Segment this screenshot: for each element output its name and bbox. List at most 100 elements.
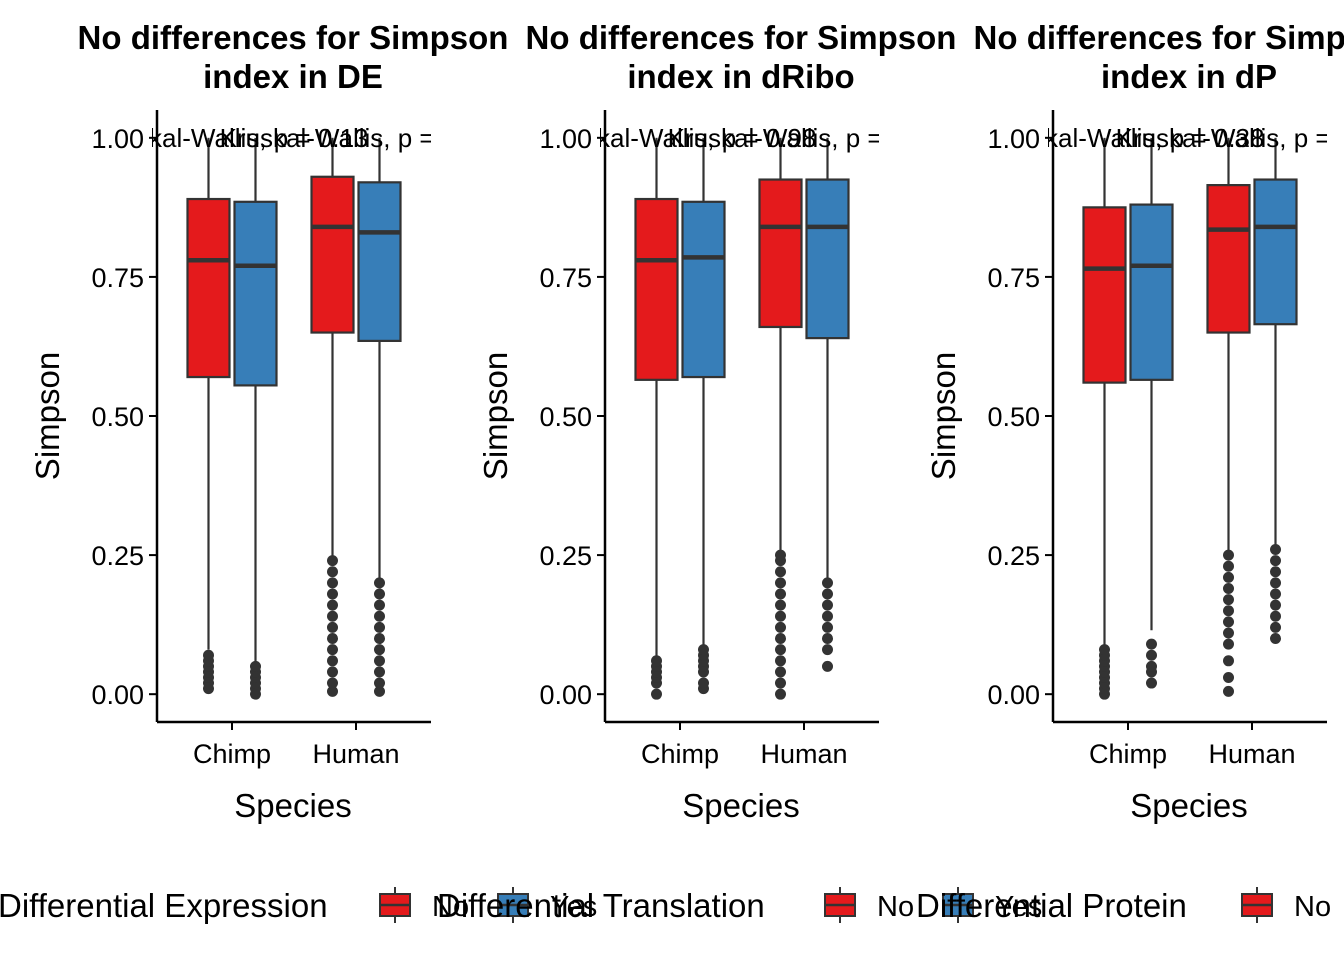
outlier-point	[1223, 655, 1234, 667]
legend-title: Differential Protein	[916, 887, 1187, 924]
box-yes-human	[805, 137, 850, 672]
outlier-point	[822, 660, 833, 672]
outlier-point	[327, 633, 338, 645]
outlier-point	[374, 644, 385, 656]
y-tick-label: 1.00	[91, 124, 144, 154]
outlier-point	[775, 644, 786, 656]
x-tick-label: Human	[312, 739, 399, 769]
box-no-chimp	[186, 137, 231, 695]
y-tick-label: 0.75	[987, 263, 1040, 293]
outlier-point	[1146, 638, 1157, 650]
outlier-point	[1223, 616, 1234, 628]
outlier-point	[775, 549, 786, 561]
outlier-point	[822, 633, 833, 645]
outlier-point	[775, 577, 786, 589]
legend-key-no	[379, 887, 411, 923]
legend-item-label: Yes	[550, 891, 597, 923]
legend-3: Differential Protein No Yes	[916, 887, 1331, 924]
outlier-point	[822, 644, 833, 656]
y-tick-label: 0.50	[91, 402, 144, 432]
box-body	[758, 178, 803, 329]
y-axis-label: Simpson	[925, 352, 962, 480]
outlier-point	[822, 599, 833, 611]
legend-item-label: No	[1294, 891, 1331, 923]
outlier-point	[1223, 560, 1234, 572]
outlier-point	[651, 655, 662, 667]
x-tick-label: Chimp	[641, 739, 719, 769]
legend-title: Differential Translation	[437, 887, 765, 924]
outlier-point	[327, 566, 338, 578]
y-tick-label: 0.25	[91, 541, 144, 571]
box-no-chimp	[1082, 137, 1127, 700]
annotation-group: Kruskal-Wallis, p = 0.38Kruskal-Wallis, …	[1048, 123, 1327, 153]
outlier-point	[775, 621, 786, 633]
y-tick-label: 1.00	[987, 124, 1040, 154]
outlier-point	[698, 644, 709, 656]
x-axis-label: Species	[682, 787, 799, 824]
box-body	[233, 200, 278, 387]
outlier-point	[1270, 621, 1281, 633]
outlier-point	[1223, 571, 1234, 583]
outlier-point	[651, 688, 662, 700]
outlier-point	[374, 633, 385, 645]
outlier-point	[203, 649, 214, 661]
y-tick-label: 0.00	[539, 680, 592, 710]
y-axis-label: Simpson	[477, 352, 514, 480]
outlier-point	[775, 566, 786, 578]
outlier-point	[374, 588, 385, 600]
outlier-point	[327, 588, 338, 600]
y-tick-label: 0.75	[539, 263, 592, 293]
box-body	[1206, 184, 1251, 334]
box-body	[634, 197, 679, 381]
panel-title-line: No differences for Simpson	[78, 19, 509, 56]
box-body	[357, 181, 402, 342]
legend-key-yes	[942, 887, 974, 923]
outlier-point	[822, 577, 833, 589]
outlier-point	[1146, 677, 1157, 689]
legend-item-label: No	[877, 891, 914, 923]
box-no-human	[758, 137, 803, 700]
panel-title-line: index in DE	[203, 58, 383, 95]
outlier-point	[327, 677, 338, 689]
outlier-point	[1223, 627, 1234, 639]
outlier-point	[1223, 594, 1234, 606]
y-tick-label: 0.75	[91, 263, 144, 293]
legend-2: Differential Translation No Yes	[437, 887, 1042, 924]
outlier-point	[698, 677, 709, 689]
box-body	[310, 175, 355, 334]
box-yes-chimp	[233, 137, 278, 700]
outlier-point	[1270, 566, 1281, 578]
y-axis-label: Simpson	[29, 352, 66, 480]
outlier-point	[775, 599, 786, 611]
outlier-point	[374, 577, 385, 589]
box-body	[805, 178, 850, 340]
stat-annotation: Kruskal-Wallis, p = 0.98	[668, 123, 941, 153]
outlier-point	[775, 677, 786, 689]
box-body	[1253, 178, 1298, 326]
outlier-point	[374, 685, 385, 697]
panel-title-line: No differences for Simpson	[974, 19, 1344, 56]
outlier-point	[374, 610, 385, 622]
outlier-point	[775, 588, 786, 600]
outlier-point	[1270, 599, 1281, 611]
outlier-point	[1270, 555, 1281, 567]
legend-title: Differential Expression	[0, 887, 328, 924]
outlier-point	[327, 577, 338, 589]
outlier-point	[822, 588, 833, 600]
panel-title-line: No differences for Simpson	[526, 19, 957, 56]
x-tick-label: Chimp	[1089, 739, 1167, 769]
outlier-point	[1099, 644, 1110, 656]
outlier-point	[1146, 660, 1157, 672]
legend-item-label: No	[432, 891, 469, 923]
outlier-point	[1270, 610, 1281, 622]
panel-title-line: index in dP	[1101, 58, 1277, 95]
outlier-point	[327, 610, 338, 622]
annotation-group: Kruskal-Wallis, p = 0.13Kruskal-Wallis, …	[152, 123, 431, 153]
outlier-point	[327, 599, 338, 611]
legend-key-no	[1241, 887, 1273, 923]
outlier-point	[822, 621, 833, 633]
outlier-point	[327, 666, 338, 678]
outlier-point	[1270, 577, 1281, 589]
